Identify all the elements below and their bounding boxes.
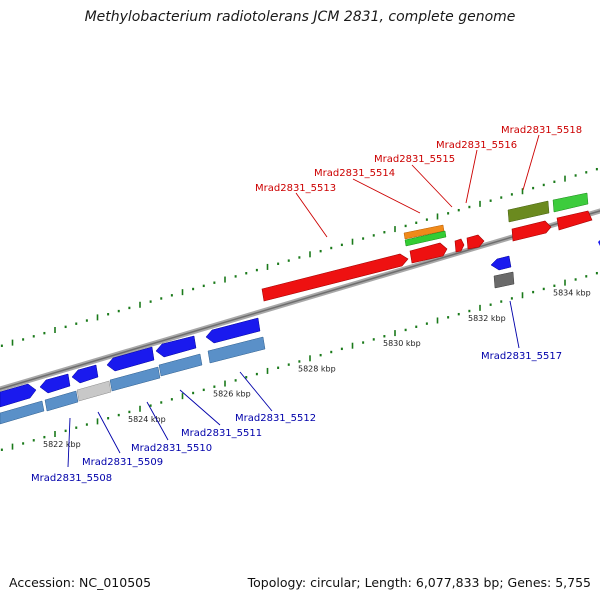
- label-Mrad2831_5514[interactable]: Mrad2831_5514: [314, 168, 395, 179]
- label-Mrad2831_5517[interactable]: Mrad2831_5517: [481, 351, 562, 362]
- gene-Mrad2831_5517[interactable]: [490, 255, 512, 271]
- gene-green-edge[interactable]: [552, 192, 589, 213]
- gene-Mrad2831_5515[interactable]: [454, 238, 465, 253]
- label-Mrad2831_5511[interactable]: Mrad2831_5511: [181, 428, 262, 439]
- scale-tick-labels: 5822 kbp 5824 kbp 5826 kbp 5828 kbp 5830 kbp…: [43, 289, 591, 449]
- gene-Mrad2831_5518[interactable]: [511, 220, 552, 242]
- tick-label-5832: 5832 kbp: [468, 314, 506, 323]
- gene-Mrad2831_5516[interactable]: [466, 234, 485, 250]
- scale-ticks: [0, 167, 598, 451]
- label-Mrad2831_5513[interactable]: Mrad2831_5513: [255, 183, 336, 194]
- gene-blue-4[interactable]: [106, 346, 155, 372]
- label-Mrad2831_5509[interactable]: Mrad2831_5509: [82, 457, 163, 468]
- forward-strand-genes: [261, 192, 593, 302]
- label-Mrad2831_5512[interactable]: Mrad2831_5512: [235, 413, 316, 424]
- gene-blue-1[interactable]: [0, 383, 37, 408]
- tick-label-5828: 5828 kbp: [298, 364, 336, 373]
- label-leader-lines: [67, 134, 540, 468]
- gene-blue-6[interactable]: [205, 317, 261, 344]
- gene-olive[interactable]: [507, 200, 550, 223]
- gene-blue-2[interactable]: [39, 373, 71, 394]
- cds-steel-1[interactable]: [0, 400, 45, 425]
- gene-green-small[interactable]: [404, 230, 447, 247]
- gene-labels-top: Mrad2831_5513 Mrad2831_5514 Mrad2831_551…: [255, 125, 582, 194]
- gene-blue-5[interactable]: [155, 335, 197, 358]
- tick-label-5822: 5822 kbp: [43, 440, 81, 449]
- tick-label-5834: 5834 kbp: [553, 289, 591, 298]
- tick-label-5830: 5830 kbp: [383, 339, 421, 348]
- reverse-strand-genes: [0, 240, 600, 425]
- cds-gray[interactable]: [76, 380, 112, 402]
- label-Mrad2831_5508[interactable]: Mrad2831_5508: [31, 473, 112, 484]
- gene-blue-3[interactable]: [71, 364, 99, 384]
- tick-label-5824: 5824 kbp: [128, 415, 166, 424]
- cds-steel-4[interactable]: [158, 353, 203, 377]
- accession-text: Accession: NC_010505: [9, 575, 152, 590]
- cds-dark-gray[interactable]: [493, 271, 515, 289]
- tick-label-5826: 5826 kbp: [213, 390, 251, 399]
- gene-Mrad2831_5513[interactable]: [261, 253, 409, 302]
- label-Mrad2831_5518[interactable]: Mrad2831_5518: [501, 125, 582, 136]
- cds-steel-3[interactable]: [109, 366, 161, 392]
- gene-labels-bottom: Mrad2831_5508 Mrad2831_5509 Mrad2831_551…: [31, 351, 562, 484]
- genome-summary-text: Topology: circular; Length: 6,077,833 bp…: [247, 575, 591, 590]
- label-Mrad2831_5515[interactable]: Mrad2831_5515: [374, 154, 455, 165]
- label-Mrad2831_5510[interactable]: Mrad2831_5510: [131, 443, 212, 454]
- genome-title: Methylobacterium radiotolerans JCM 2831,…: [84, 9, 516, 25]
- gene-red-edge[interactable]: [556, 210, 593, 231]
- cds-steel-2[interactable]: [44, 390, 79, 412]
- gene-Mrad2831_5514[interactable]: [409, 242, 448, 264]
- backbone: [0, 208, 600, 392]
- cds-steel-5[interactable]: [207, 336, 266, 364]
- label-Mrad2831_5516[interactable]: Mrad2831_5516: [436, 140, 517, 151]
